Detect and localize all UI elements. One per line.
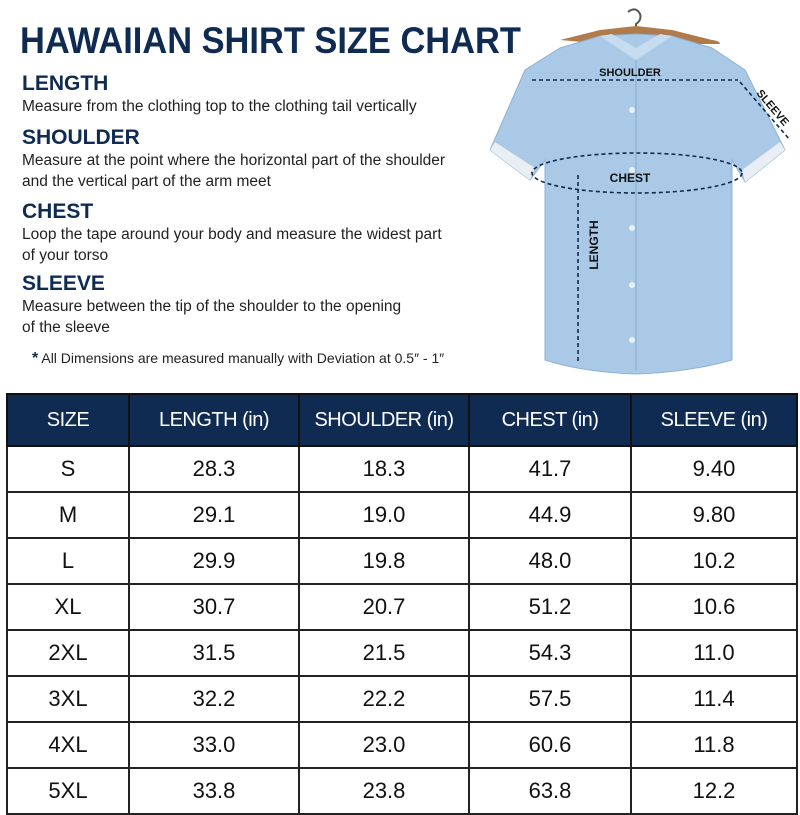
cell-size: L bbox=[6, 537, 130, 585]
section-text: Measure between the tip of the shoulder … bbox=[22, 298, 402, 315]
cell-length: 33.8 bbox=[128, 767, 300, 815]
hanger-icon bbox=[627, 8, 642, 30]
cell-chest: 60.6 bbox=[468, 721, 632, 769]
shoulder-label: SHOULDER bbox=[599, 67, 661, 79]
page-title: HAWAIIAN SHIRT SIZE CHART bbox=[20, 20, 521, 61]
table-row: L 29.9 19.8 48.0 10.2 bbox=[6, 537, 798, 585]
cell-shoulder: 19.0 bbox=[298, 491, 470, 539]
header-length: LENGTH (in) bbox=[128, 393, 300, 447]
cell-sleeve: 11.0 bbox=[630, 629, 798, 677]
section-text: of the sleeve bbox=[22, 319, 110, 336]
cell-shoulder: 19.8 bbox=[298, 537, 470, 585]
cell-length: 29.9 bbox=[128, 537, 300, 585]
section-text: and the vertical part of the arm meet bbox=[22, 173, 271, 190]
section-heading: CHEST bbox=[22, 200, 94, 223]
table-row: M 29.1 19.0 44.9 9.80 bbox=[6, 491, 798, 539]
section-sleeve: SLEEVE Measure between the tip of the sh… bbox=[22, 272, 401, 338]
note-text: All Dimensions are measured manually wit… bbox=[41, 350, 445, 366]
chest-label: CHEST bbox=[610, 171, 651, 185]
table-row: 5XL 33.8 23.8 63.8 12.2 bbox=[6, 767, 798, 815]
header-size: SIZE bbox=[6, 393, 130, 447]
section-text: Measure at the point where the horizonta… bbox=[22, 152, 446, 169]
cell-chest: 44.9 bbox=[468, 491, 632, 539]
cell-shoulder: 21.5 bbox=[298, 629, 470, 677]
section-text: Measure from the clothing top to the clo… bbox=[22, 98, 417, 115]
cell-length: 33.0 bbox=[128, 721, 300, 769]
header-chest: CHEST (in) bbox=[468, 393, 632, 447]
table-row: 3XL 32.2 22.2 57.5 11.4 bbox=[6, 675, 798, 723]
cell-size: 3XL bbox=[6, 675, 130, 723]
cell-size: 2XL bbox=[6, 629, 130, 677]
deviation-note: * All Dimensions are measured manually w… bbox=[32, 350, 444, 368]
shirt-body bbox=[489, 33, 786, 375]
cell-size: 5XL bbox=[6, 767, 130, 815]
cell-length: 29.1 bbox=[128, 491, 300, 539]
header-sleeve: SLEEVE (in) bbox=[630, 393, 798, 447]
cell-chest: 41.7 bbox=[468, 445, 632, 493]
cell-shoulder: 20.7 bbox=[298, 583, 470, 631]
cell-size: 4XL bbox=[6, 721, 130, 769]
cell-size: S bbox=[6, 445, 130, 493]
cell-chest: 57.5 bbox=[468, 675, 632, 723]
cell-sleeve: 9.40 bbox=[630, 445, 798, 493]
table-row: XL 30.7 20.7 51.2 10.6 bbox=[6, 583, 798, 631]
cell-length: 32.2 bbox=[128, 675, 300, 723]
section-heading: SHOULDER bbox=[22, 126, 140, 149]
cell-chest: 48.0 bbox=[468, 537, 632, 585]
cell-length: 28.3 bbox=[128, 445, 300, 493]
section-chest: CHEST Loop the tape around your body and… bbox=[22, 200, 442, 266]
cell-sleeve: 9.80 bbox=[630, 491, 798, 539]
cell-size: XL bbox=[6, 583, 130, 631]
length-label: LENGTH bbox=[587, 220, 601, 269]
cell-size: M bbox=[6, 491, 130, 539]
table-row: 2XL 31.5 21.5 54.3 11.0 bbox=[6, 629, 798, 677]
table-row: 4XL 33.0 23.0 60.6 11.8 bbox=[6, 721, 798, 769]
section-heading: LENGTH bbox=[22, 72, 109, 95]
cell-sleeve: 11.4 bbox=[630, 675, 798, 723]
cell-sleeve: 11.8 bbox=[630, 721, 798, 769]
table-header-row: SIZE LENGTH (in) SHOULDER (in) CHEST (in… bbox=[6, 393, 798, 447]
section-text: of your torso bbox=[22, 247, 109, 264]
section-text: Loop the tape around your body and measu… bbox=[22, 226, 442, 243]
cell-shoulder: 23.0 bbox=[298, 721, 470, 769]
cell-sleeve: 12.2 bbox=[630, 767, 798, 815]
cell-shoulder: 23.8 bbox=[298, 767, 470, 815]
cell-chest: 51.2 bbox=[468, 583, 632, 631]
cell-chest: 54.3 bbox=[468, 629, 632, 677]
asterisk: * bbox=[32, 350, 39, 367]
header-shoulder: SHOULDER (in) bbox=[298, 393, 470, 447]
cell-sleeve: 10.2 bbox=[630, 537, 798, 585]
size-table: SIZE LENGTH (in) SHOULDER (in) CHEST (in… bbox=[6, 393, 798, 815]
cell-length: 30.7 bbox=[128, 583, 300, 631]
section-shoulder: SHOULDER Measure at the point where the … bbox=[22, 126, 445, 192]
cell-shoulder: 18.3 bbox=[298, 445, 470, 493]
cell-chest: 63.8 bbox=[468, 767, 632, 815]
cell-length: 31.5 bbox=[128, 629, 300, 677]
section-length: LENGTH Measure from the clothing top to … bbox=[22, 72, 417, 117]
shirt-diagram: SHOULDER CHEST LENGTH SLEEVE bbox=[489, 8, 791, 375]
section-heading: SLEEVE bbox=[22, 272, 105, 295]
cell-sleeve: 10.6 bbox=[630, 583, 798, 631]
cell-shoulder: 22.2 bbox=[298, 675, 470, 723]
table-row: S 28.3 18.3 41.7 9.40 bbox=[6, 445, 798, 493]
